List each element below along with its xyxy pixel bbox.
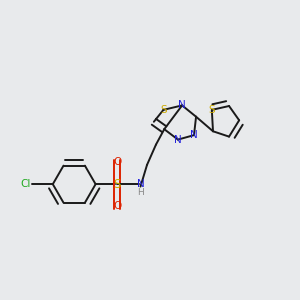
Text: S: S: [114, 178, 121, 191]
Text: O: O: [113, 157, 122, 167]
Text: N: N: [174, 135, 182, 145]
Text: S: S: [208, 105, 215, 115]
Text: Cl: Cl: [21, 179, 31, 189]
Text: H: H: [137, 188, 144, 197]
Text: S: S: [160, 105, 167, 115]
Text: N: N: [190, 130, 198, 140]
Text: N: N: [178, 100, 186, 110]
Text: N: N: [136, 179, 144, 189]
Text: O: O: [113, 202, 122, 212]
